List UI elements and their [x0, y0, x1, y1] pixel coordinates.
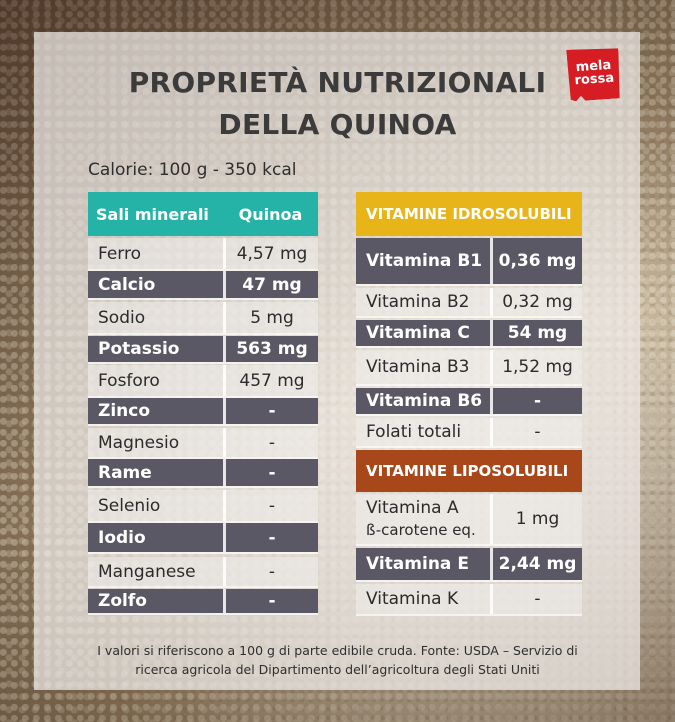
vitamin-name: Vitamina K	[356, 584, 490, 614]
vitamin-name: Vitamina B6	[356, 388, 490, 414]
page-title-line1: PROPRIETÀ NUTRIZIONALI	[128, 66, 547, 99]
mineral-value: 457 mg	[223, 365, 318, 396]
minerals-row: Potassio 563 mg	[88, 336, 318, 364]
fat-vitamin-row: Vitamina K-	[356, 584, 582, 616]
mineral-value: 4,57 mg	[223, 238, 318, 269]
mineral-name: Manganese	[88, 557, 223, 586]
mineral-value: -	[223, 523, 318, 552]
minerals-row: Zolfo -	[88, 589, 318, 615]
mineral-value: 563 mg	[223, 336, 318, 362]
mineral-value: 5 mg	[223, 302, 318, 333]
minerals-row: Zinco -	[88, 398, 318, 426]
vitamin-name: Folati totali	[356, 418, 490, 446]
vitamin-name: Vitamina A ß-carotene eq.	[356, 494, 490, 544]
mineral-name: Selenio	[88, 490, 223, 521]
mineral-value: -	[223, 589, 318, 613]
fat-vitamins-header-label: VITAMINE LIPOSOLUBILI	[366, 462, 569, 480]
mineral-name: Calcio	[88, 271, 223, 298]
mineral-name: Magnesio	[88, 428, 223, 457]
mineral-value: 47 mg	[223, 271, 318, 298]
vitamin-value: 0,36 mg	[490, 238, 582, 284]
water-vitamin-row: Vitamina C 54 mg	[356, 320, 582, 348]
page-title-line2: DELLA QUINOA	[218, 108, 457, 141]
vitamin-name: Vitamina E	[356, 548, 490, 580]
water-vitamins-header: VITAMINE IDROSOLUBILI	[356, 192, 582, 236]
mineral-value: -	[223, 428, 318, 457]
mineral-value: -	[223, 557, 318, 586]
mineral-name: Rame	[88, 459, 223, 486]
mineral-name: Zinco	[88, 398, 223, 424]
vitamin-value: 1,52 mg	[490, 350, 582, 384]
calories-label: Calorie: 100 g - 350 kcal	[88, 160, 297, 180]
vitamin-name-line2: ß-carotene eq.	[366, 521, 476, 539]
footnote-line1: I valori si riferiscono a 100 g di parte…	[97, 643, 578, 658]
vitamin-value: 2,44 mg	[490, 548, 582, 580]
water-vitamin-row: Folati totali -	[356, 418, 582, 448]
water-vitamin-row: Vitamina B1 0,36 mg	[356, 238, 582, 286]
vitamin-value: -	[490, 388, 582, 414]
minerals-row: Iodio -	[88, 523, 318, 554]
mineral-name: Fosforo	[88, 365, 223, 396]
mineral-name: Zolfo	[88, 589, 223, 613]
minerals-header-quinoa: Quinoa	[238, 204, 303, 224]
mineral-value: -	[223, 459, 318, 486]
vitamin-name-line1: Vitamina A	[366, 498, 459, 518]
footnote: I valori si riferiscono a 100 g di parte…	[40, 641, 635, 679]
fat-vitamins-header: VITAMINE LIPOSOLUBILI	[356, 450, 582, 492]
minerals-header-name: Sali minerali	[96, 204, 209, 224]
fat-vitamin-row: Vitamina A ß-carotene eq. 1 mg	[356, 494, 582, 546]
vitamin-name: Vitamina B2	[356, 288, 490, 316]
mineral-name: Sodio	[88, 302, 223, 333]
mineral-value: -	[223, 398, 318, 424]
vitamin-value: 1 mg	[490, 494, 582, 544]
minerals-row: Manganese -	[88, 557, 318, 588]
minerals-header: Sali minerali Quinoa	[88, 192, 318, 236]
water-vitamin-row: Vitamina B3 1,52 mg	[356, 350, 582, 386]
vitamin-value: -	[490, 584, 582, 614]
minerals-row: Fosforo 457 mg	[88, 365, 318, 398]
water-vitamins-header-label: VITAMINE IDROSOLUBILI	[366, 205, 572, 223]
vitamin-name: Vitamina B1	[356, 238, 490, 284]
minerals-row: Rame -	[88, 459, 318, 488]
vitamin-value: 0,32 mg	[490, 288, 582, 316]
minerals-row: Magnesio -	[88, 428, 318, 459]
water-vitamin-row: Vitamina B6-	[356, 388, 582, 416]
vitamin-value: -	[490, 418, 582, 446]
mineral-value: -	[223, 490, 318, 521]
minerals-row: Selenio -	[88, 490, 318, 523]
mineral-name: Ferro	[88, 238, 223, 269]
mineral-name: Iodio	[88, 523, 223, 552]
vitamin-name: Vitamina B3	[356, 350, 490, 384]
footnote-line2: ricerca agricola del Dipartimento dell’a…	[135, 662, 540, 677]
minerals-row: Calcio 47 mg	[88, 271, 318, 300]
vitamin-name: Vitamina C	[356, 320, 490, 346]
minerals-row: Ferro 4,57 mg	[88, 238, 318, 271]
mineral-name: Potassio	[88, 336, 223, 362]
minerals-row: Sodio 5 mg	[88, 302, 318, 335]
fat-vitamin-row: Vitamina E 2,44 mg	[356, 548, 582, 582]
vitamin-value: 54 mg	[490, 320, 582, 346]
water-vitamin-row: Vitamina B2 0,32 mg	[356, 288, 582, 318]
